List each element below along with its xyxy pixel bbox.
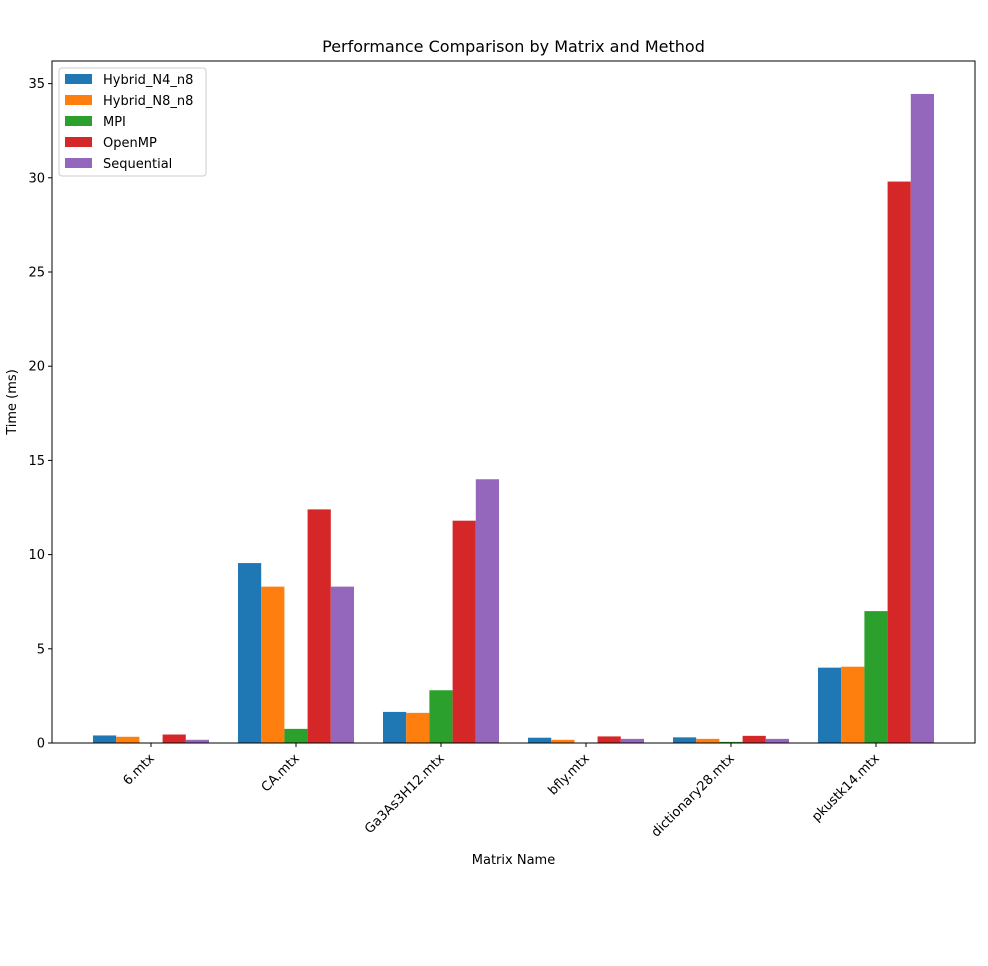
bar-Hybrid_N4_n8-Ga3As3H12.mtx bbox=[383, 711, 407, 743]
bar-Sequential-bfly.mtx bbox=[620, 738, 644, 743]
y-tick-label: 20 bbox=[28, 360, 45, 375]
x-tick-label: pkustk14.mtx bbox=[809, 751, 883, 825]
bar-Hybrid_N8_n8-bfly.mtx bbox=[551, 739, 575, 743]
bar-Sequential-6.mtx bbox=[185, 739, 209, 743]
bar-OpenMP-dictionary28.mtx bbox=[742, 735, 766, 743]
legend-label: OpenMP bbox=[103, 136, 157, 151]
legend-swatch bbox=[65, 74, 92, 84]
legend-swatch bbox=[65, 116, 92, 126]
bar-MPI-dictionary28.mtx bbox=[719, 741, 743, 743]
x-axis-label: Matrix Name bbox=[472, 853, 555, 868]
legend-swatch bbox=[65, 137, 92, 147]
bar-Sequential-dictionary28.mtx bbox=[765, 738, 789, 743]
legend-label: MPI bbox=[103, 115, 126, 130]
x-axis: 6.mtx CA.mtx Ga3As3H12.mtx bfly.mtx dictiona… bbox=[120, 743, 883, 840]
bar-Hybrid_N4_n8-dictionary28.mtx bbox=[673, 737, 697, 743]
y-tick-label: 30 bbox=[28, 171, 45, 186]
bar-Hybrid_N8_n8-pkustk14.mtx bbox=[841, 666, 865, 743]
bar-Hybrid_N8_n8-dictionary28.mtx bbox=[696, 738, 720, 743]
bar-MPI-Ga3As3H12.mtx bbox=[429, 690, 453, 743]
bar-Hybrid_N4_n8-pkustk14.mtx bbox=[818, 667, 842, 743]
bar-Hybrid_N4_n8-CA.mtx bbox=[238, 563, 262, 743]
x-tick-label: dictionary28.mtx bbox=[649, 751, 738, 840]
bar-Hybrid_N8_n8-CA.mtx bbox=[261, 586, 285, 743]
x-tick-label: CA.mtx bbox=[259, 751, 303, 795]
bar-Sequential-CA.mtx bbox=[330, 586, 354, 743]
y-axis-label: Time (ms) bbox=[5, 369, 20, 436]
bar-OpenMP-pkustk14.mtx bbox=[887, 181, 911, 743]
bar-OpenMP-bfly.mtx bbox=[597, 736, 621, 743]
y-tick-label: 10 bbox=[28, 548, 45, 563]
bar-OpenMP-6.mtx bbox=[162, 734, 186, 743]
y-tick-label: 5 bbox=[37, 642, 45, 657]
legend-box bbox=[58, 67, 207, 177]
y-axis: 0 5 10 15 20 25 30 35 bbox=[28, 77, 52, 752]
bar-Hybrid_N8_n8-Ga3As3H12.mtx bbox=[406, 712, 430, 743]
legend-label: Hybrid_N4_n8 bbox=[103, 73, 193, 88]
legend-swatch bbox=[65, 158, 92, 168]
y-tick-label: 0 bbox=[37, 737, 45, 752]
legend: Hybrid_N4_n8 Hybrid_N8_n8 MPI OpenMP Sequent… bbox=[58, 67, 207, 177]
x-tick-label: 6.mtx bbox=[120, 751, 158, 789]
legend-label: Hybrid_N8_n8 bbox=[103, 94, 193, 109]
bar-Sequential-Ga3As3H12.mtx bbox=[475, 479, 499, 743]
bar-OpenMP-CA.mtx bbox=[307, 509, 331, 743]
y-tick-label: 35 bbox=[28, 77, 45, 92]
legend-swatch bbox=[65, 95, 92, 105]
plot-frame bbox=[51, 60, 976, 744]
bar-MPI-pkustk14.mtx bbox=[864, 611, 888, 743]
bar-Hybrid_N4_n8-6.mtx bbox=[93, 735, 117, 743]
legend-label: Sequential bbox=[103, 157, 172, 172]
bar-MPI-CA.mtx bbox=[284, 728, 308, 743]
x-tick-label: bfly.mtx bbox=[546, 751, 593, 798]
chart-title: Performance Comparison by Matrix and Met… bbox=[322, 37, 705, 56]
y-tick-label: 15 bbox=[28, 454, 45, 469]
y-tick-label: 25 bbox=[28, 266, 45, 281]
bar-Sequential-pkustk14.mtx bbox=[910, 93, 934, 744]
plot-area bbox=[51, 60, 976, 744]
bar-OpenMP-Ga3As3H12.mtx bbox=[452, 520, 476, 743]
bar-Hybrid_N4_n8-bfly.mtx bbox=[528, 737, 552, 743]
bar-Hybrid_N8_n8-6.mtx bbox=[116, 736, 140, 743]
x-tick-label: Ga3As3H12.mtx bbox=[362, 751, 448, 837]
